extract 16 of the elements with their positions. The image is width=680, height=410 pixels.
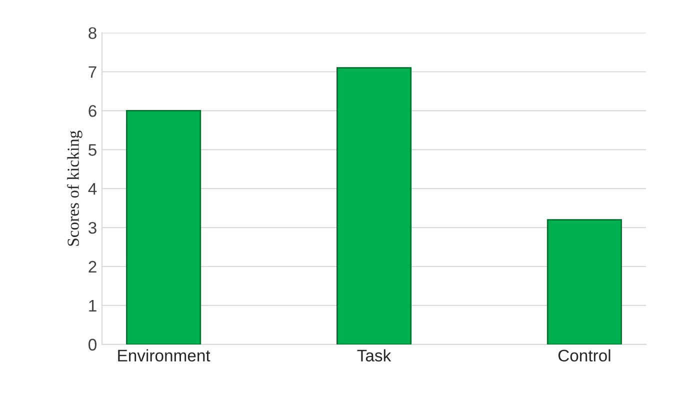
y-tick-label: 1: [89, 300, 96, 312]
x-tick-label: Environment: [118, 349, 210, 362]
y-tick-label: 5: [88, 144, 96, 156]
bar: [546, 219, 622, 344]
y-tick-label: 7: [88, 66, 96, 78]
bar: [126, 110, 202, 344]
bar: [336, 67, 412, 344]
y-tick-label: 8: [88, 27, 96, 40]
y-tick-label: 0: [88, 338, 96, 351]
y-tick-label: 6: [88, 105, 96, 117]
y-tick-label: 4: [88, 183, 97, 195]
y-tick-label: 2: [88, 260, 96, 273]
x-tick-label: Control: [558, 349, 610, 362]
x-tick-label: Task: [357, 349, 392, 362]
y-axis-title: Scores of kicking: [66, 130, 82, 246]
y-tick-label: 3: [88, 222, 96, 234]
